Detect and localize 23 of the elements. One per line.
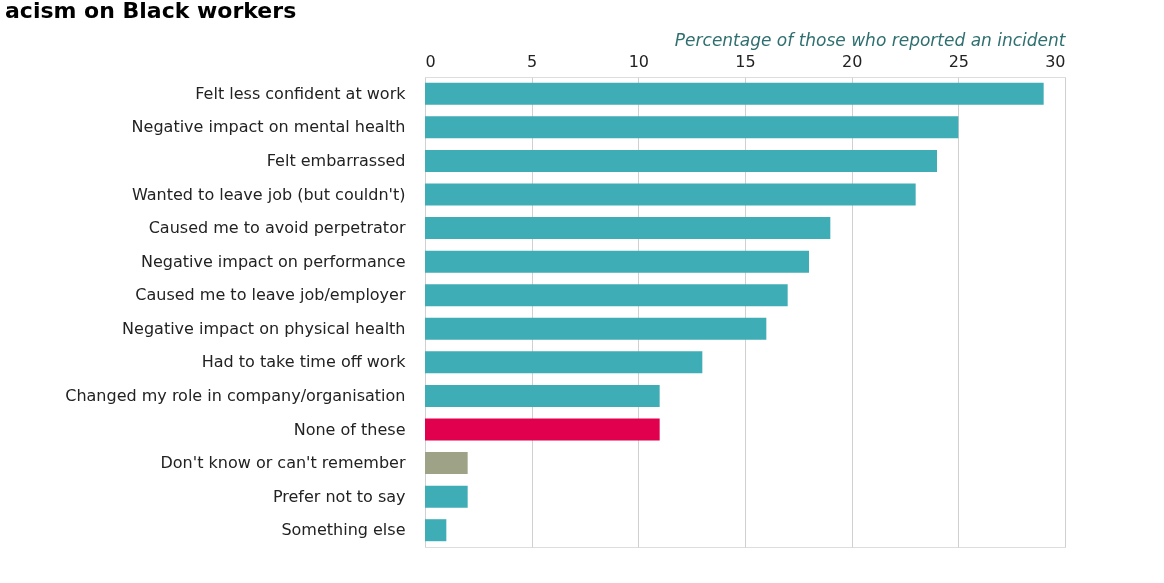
y-tick-label: Felt embarrassed xyxy=(266,150,406,170)
x-tick-label: 20 xyxy=(841,51,863,71)
y-tick-label: Prefer not to say xyxy=(272,486,406,506)
y-tick-label: Had to take time off work xyxy=(201,352,407,372)
y-tick-label: Wanted to leave job (but couldn't) xyxy=(132,184,406,204)
y-tick-label: Caused me to avoid perpetrator xyxy=(148,218,406,238)
x-tick-label: 25 xyxy=(948,51,970,71)
x-tick-label: 0 xyxy=(425,51,436,71)
x-tick-label: 15 xyxy=(735,51,756,71)
x-tick-label: 5 xyxy=(527,51,538,71)
y-tick-label: Negative impact on physical health xyxy=(122,318,406,338)
x-tick-label: 30 xyxy=(1045,51,1066,71)
y-tick-label: Caused me to leave job/employer xyxy=(135,285,406,305)
x-axis-title: Percentage of those who reported an incident xyxy=(674,29,1067,50)
y-tick-label: Negative impact on performance xyxy=(140,251,406,271)
y-tick-label: Changed my role in company/organisation xyxy=(65,385,406,405)
y-tick-label: Don't know or can't remember xyxy=(160,453,406,473)
y-tick-label: None of these xyxy=(293,419,406,439)
text: acism on Black workers xyxy=(5,0,297,23)
x-tick-label: 10 xyxy=(628,51,650,71)
y-tick-label: Negative impact on mental health xyxy=(131,117,406,137)
y-tick-label: Felt less confident at work xyxy=(195,83,407,103)
y-tick-label: Something else xyxy=(281,520,406,540)
